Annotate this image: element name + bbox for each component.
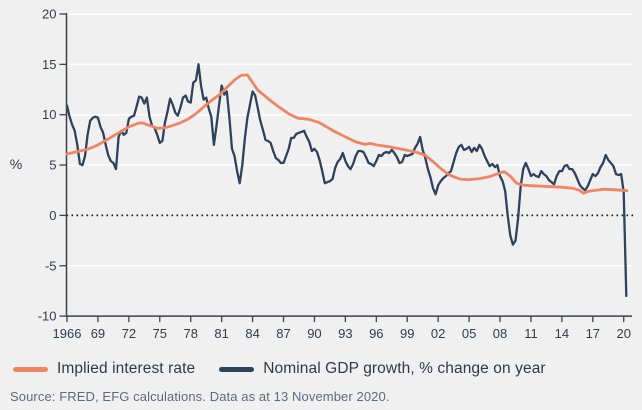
- legend-label-nominal-gdp-growth: Nominal GDP growth, % change on year: [263, 360, 546, 377]
- y-tick-label-20: 20: [42, 7, 56, 22]
- x-tick-label-1999: 99: [400, 326, 414, 341]
- x-tick-label-2017: 17: [586, 326, 600, 341]
- legend-swatch-nominal-gdp-growth: [219, 366, 255, 372]
- x-tick-label-2011: 11: [524, 326, 538, 341]
- chart-canvas: 20 15 10 5 0 -5 -10 1966 69 72 75 78 81 84 87 90 93 96 99 0…: [10, 7, 634, 341]
- series-nominal-gdp-growth-change-on-year: [65, 63, 628, 298]
- y-axis-unit-label: %: [10, 156, 22, 172]
- legend-swatch-implied-interest-rate: [13, 366, 48, 372]
- y-tick-label-5: 5: [49, 158, 56, 173]
- legend: Implied interest rate Nominal GDP growth…: [13, 360, 546, 378]
- x-tick-label-2020: 20: [617, 326, 631, 341]
- source-note: Source: FRED, EFG calculations. Data as …: [10, 389, 390, 404]
- x-tick-label-2008: 08: [493, 326, 507, 341]
- x-tick-label-2005: 05: [462, 326, 476, 341]
- x-tick-label-1993: 93: [338, 326, 352, 341]
- legend-item-nominal-gdp-growth: Nominal GDP growth, % change on year: [219, 360, 546, 378]
- y-tick-label-0: 0: [49, 208, 56, 223]
- x-tick-label-2002: 02: [431, 326, 445, 341]
- x-tick-label-1987: 87: [276, 326, 290, 341]
- x-tick-label-2014: 14: [555, 326, 569, 341]
- series-implied-interest-rate: [65, 73, 629, 195]
- x-tick-label-1996: 96: [369, 326, 383, 341]
- y-tick-label--10: -10: [38, 309, 57, 324]
- y-tick-label-10: 10: [42, 107, 56, 122]
- legend-item-implied-interest-rate: Implied interest rate: [13, 360, 195, 378]
- legend-label-implied-interest-rate: Implied interest rate: [57, 360, 196, 377]
- y-tick-label--5: -5: [45, 258, 57, 273]
- x-tick-label-1975: 75: [153, 326, 167, 341]
- x-tick-label-1969: 69: [91, 326, 105, 341]
- x-tick-label-1972: 72: [122, 326, 136, 341]
- x-tick-label-1978: 78: [183, 326, 197, 341]
- x-tick-label-1990: 90: [307, 326, 321, 341]
- x-tick-label-1981: 81: [214, 326, 228, 341]
- y-tick-label-15: 15: [42, 57, 56, 72]
- x-tick-label-1984: 84: [245, 326, 259, 341]
- x-tick-label-1966: 1966: [53, 326, 82, 341]
